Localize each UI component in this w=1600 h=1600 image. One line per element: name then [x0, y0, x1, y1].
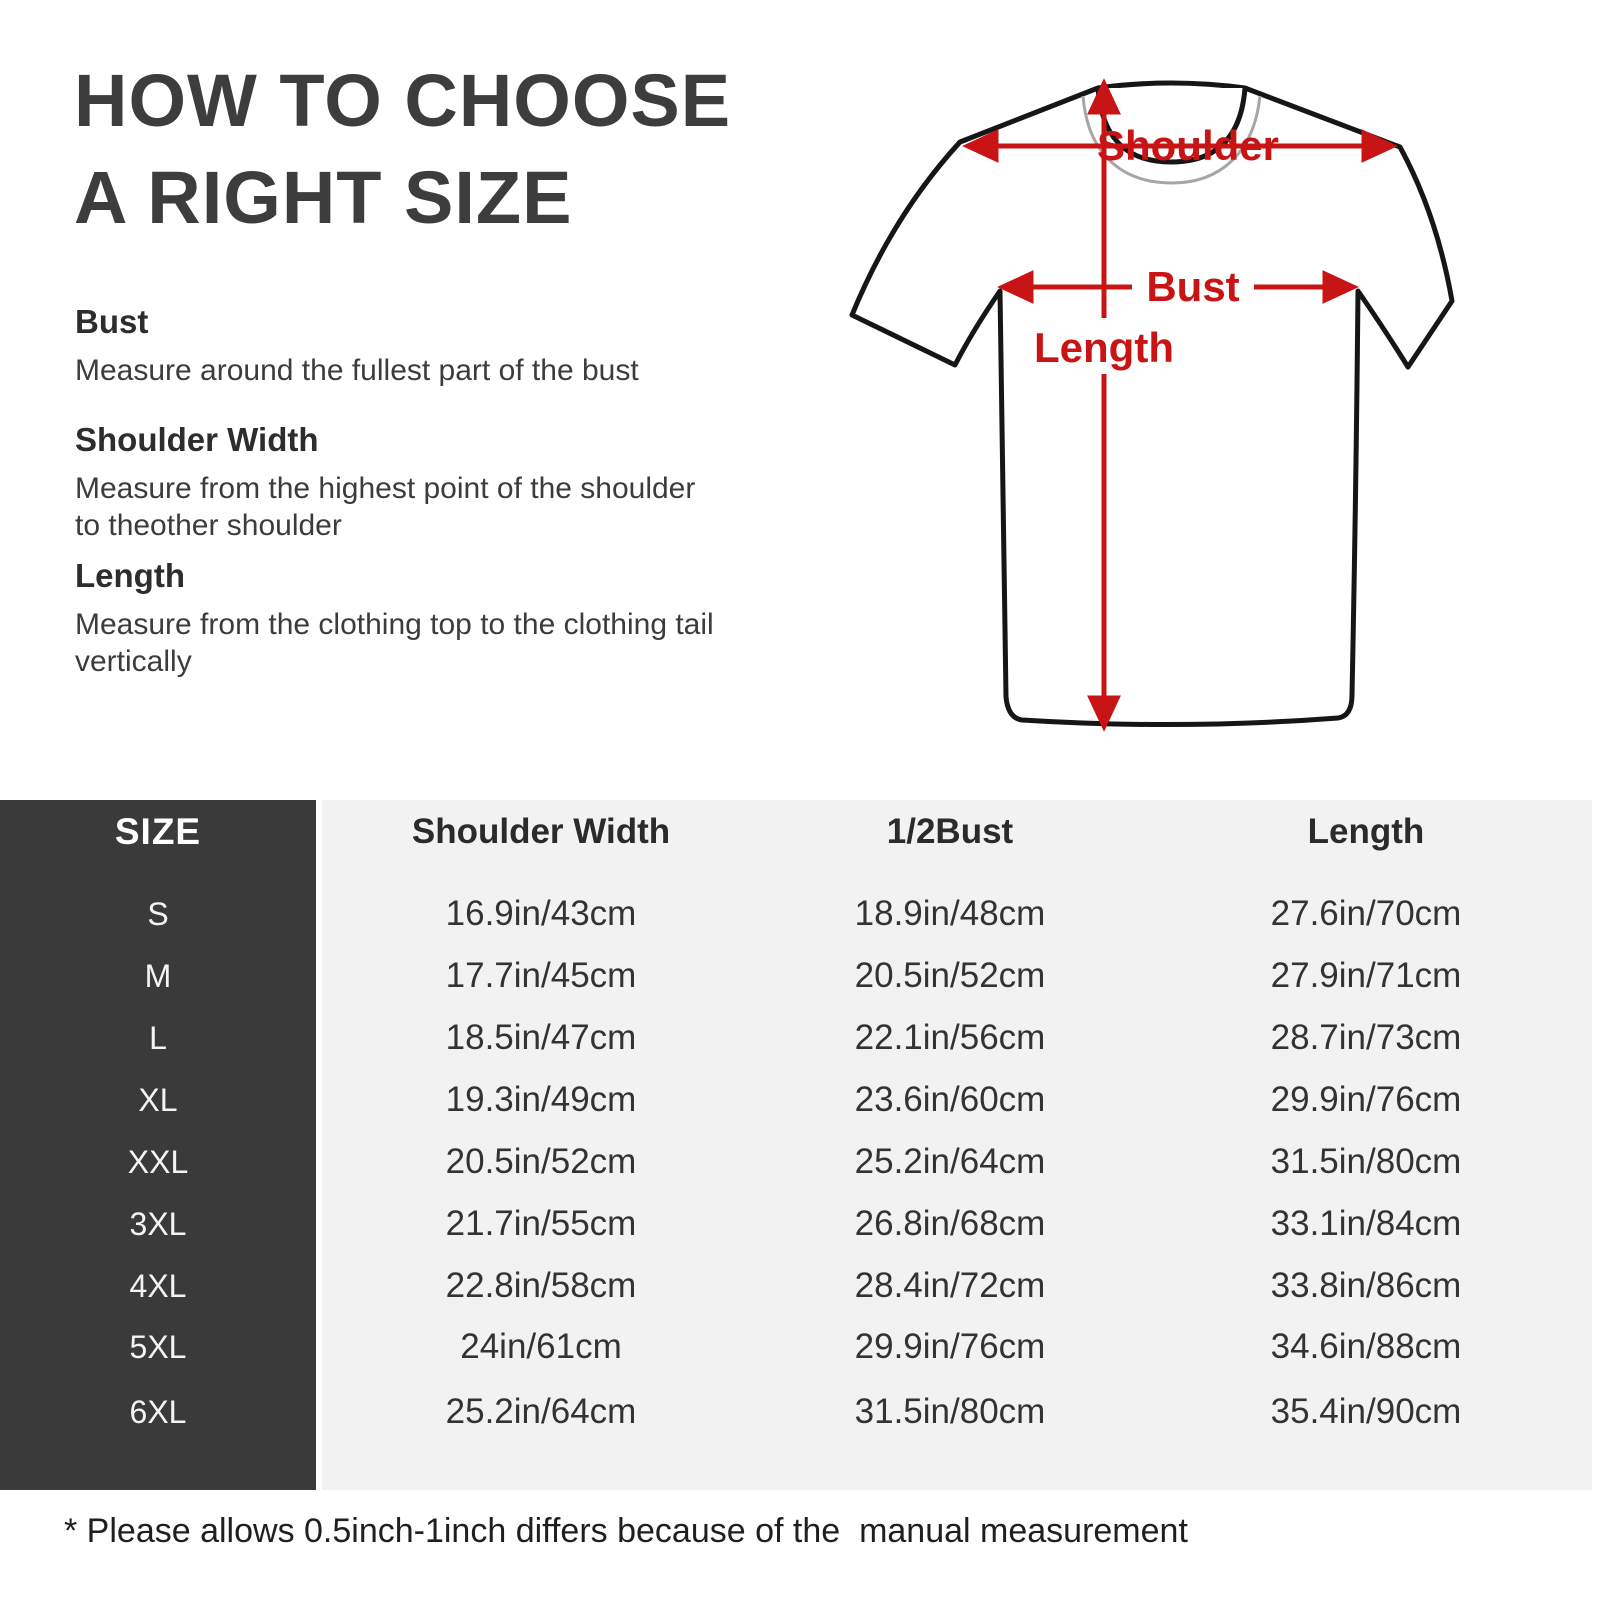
measurement-arrows: [962, 78, 1398, 732]
bust-arrowhead-right: [1322, 270, 1359, 304]
shoulder-width-value: 24in/61cm: [460, 1327, 622, 1366]
half-bust-value: 26.8in/68cm: [854, 1204, 1046, 1243]
length-value: 29.9in/76cm: [1270, 1080, 1462, 1119]
shoulder-width-value: 22.8in/58cm: [445, 1266, 637, 1305]
shoulder-width-value: 25.2in/64cm: [445, 1392, 637, 1431]
shoulder-arrowhead-left: [962, 129, 999, 163]
table-row-6xl: 6XL 25.2in/64cm 31.5in/80cm 35.4in/90cm: [0, 1381, 1592, 1443]
length-arrowhead-bottom: [1087, 695, 1121, 732]
page-title: HOW TO CHOOSE A RIGHT SIZE: [74, 52, 731, 246]
guide-heading-bust: Bust: [75, 303, 149, 340]
page-title-line1: HOW TO CHOOSE: [74, 59, 732, 142]
header-shoulder-width: Shoulder Width: [411, 812, 671, 851]
half-bust-value: 28.4in/72cm: [854, 1266, 1046, 1305]
size-label: L: [149, 1019, 167, 1056]
table-row-4xl: 4XL 22.8in/58cm 28.4in/72cm 33.8in/86cm: [0, 1255, 1592, 1317]
length-value: 27.6in/70cm: [1270, 894, 1462, 933]
half-bust-value: 31.5in/80cm: [854, 1392, 1046, 1431]
table-row-s: S 16.9in/43cm 18.9in/48cm 27.6in/70cm: [0, 883, 1592, 945]
guide-heading-length: Length: [75, 557, 185, 594]
length-value: 33.1in/84cm: [1270, 1204, 1462, 1243]
table-row-xxl: XXL 20.5in/52cm 25.2in/64cm 31.5in/80cm: [0, 1131, 1592, 1193]
header-size: SIZE: [114, 811, 202, 852]
guide-item-bust: Bust Measure around the fullest part of …: [75, 303, 715, 389]
size-label: 3XL: [129, 1205, 187, 1242]
half-bust-value: 18.9in/48cm: [854, 894, 1046, 933]
table-background: [322, 800, 1592, 1490]
shoulder-width-value: 19.3in/49cm: [445, 1080, 637, 1119]
length-arrowhead-top: [1087, 78, 1121, 115]
tshirt-outline: [849, 80, 1455, 728]
collar-rib-arc: [1081, 95, 1262, 185]
table-header-row: SIZE Shoulder Width 1/2Bust Length: [0, 800, 1592, 864]
length-value: 35.4in/90cm: [1270, 1392, 1462, 1431]
size-label: 6XL: [129, 1393, 187, 1430]
header-half-bust: 1/2Bust: [886, 812, 1014, 851]
shoulder-arrowhead-right: [1361, 129, 1398, 163]
table-row-l: L 18.5in/47cm 22.1in/56cm 28.7in/73cm: [0, 1007, 1592, 1069]
guide-item-length: Length Measure from the clothing top to …: [75, 557, 715, 680]
bust-arrow-label: Bust: [1146, 263, 1239, 310]
shoulder-width-value: 21.7in/55cm: [445, 1204, 637, 1243]
size-label: M: [144, 957, 172, 994]
length-value: 28.7in/73cm: [1270, 1018, 1462, 1057]
page-title-line2: A RIGHT SIZE: [74, 156, 573, 239]
guide-heading-shoulder-width: Shoulder Width: [75, 421, 319, 458]
guide-description-length: Measure from the clothing top to the clo…: [75, 608, 714, 678]
guide-description-bust: Measure around the fullest part of the b…: [75, 354, 639, 387]
size-label: 4XL: [129, 1267, 187, 1304]
shoulder-width-value: 16.9in/43cm: [445, 894, 637, 933]
bust-arrowhead-left: [997, 270, 1034, 304]
header-length: Length: [1307, 812, 1425, 851]
length-arrow-label: Length: [1034, 324, 1174, 371]
length-value: 31.5in/80cm: [1270, 1142, 1462, 1181]
shoulder-width-value: 18.5in/47cm: [445, 1018, 637, 1057]
measurement-disclaimer: * Please allows 0.5inch-1inch differs be…: [64, 1512, 1188, 1550]
guide-description-shoulder-width: Measure from the highest point of the sh…: [75, 472, 696, 542]
table-row-5xl: 5XL 24in/61cm 29.9in/76cm 34.6in/88cm: [0, 1316, 1592, 1378]
length-value: 34.6in/88cm: [1270, 1327, 1462, 1366]
half-bust-value: 23.6in/60cm: [854, 1080, 1046, 1119]
length-value: 33.8in/86cm: [1270, 1266, 1462, 1305]
size-label: XL: [138, 1081, 178, 1118]
shoulder-width-value: 20.5in/52cm: [445, 1142, 637, 1181]
size-column-background: [0, 800, 316, 1490]
half-bust-value: 25.2in/64cm: [854, 1142, 1046, 1181]
table-row-xl: XL 19.3in/49cm 23.6in/60cm 29.9in/76cm: [0, 1069, 1592, 1131]
shoulder-width-value: 17.7in/45cm: [445, 956, 637, 995]
size-table: SIZE Shoulder Width 1/2Bust Length S 16.…: [0, 800, 1592, 1490]
size-label: XXL: [127, 1143, 189, 1180]
guide-item-shoulder-width: Shoulder Width Measure from the highest …: [75, 421, 715, 544]
half-bust-value: 22.1in/56cm: [854, 1018, 1046, 1057]
half-bust-value: 29.9in/76cm: [854, 1327, 1046, 1366]
table-row-m: M 17.7in/45cm 20.5in/52cm 27.9in/71cm: [0, 945, 1592, 1007]
length-value: 27.9in/71cm: [1270, 956, 1462, 995]
shoulder-arrow-label: Shoulder: [1097, 122, 1279, 169]
half-bust-value: 20.5in/52cm: [854, 956, 1046, 995]
tshirt-measurement-diagram: Shoulder Bust Length: [849, 78, 1455, 732]
size-label: 5XL: [129, 1328, 187, 1365]
table-row-3xl: 3XL 21.7in/55cm 26.8in/68cm 33.1in/84cm: [0, 1193, 1592, 1255]
size-label: S: [147, 895, 169, 932]
